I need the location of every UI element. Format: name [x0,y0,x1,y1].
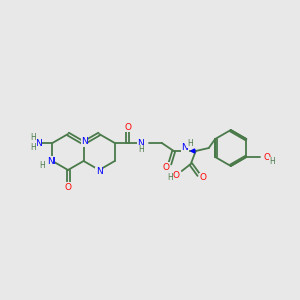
Text: O: O [162,163,169,172]
Polygon shape [191,149,195,153]
Text: H: H [31,134,36,142]
Text: O: O [264,152,271,161]
Text: N: N [182,143,188,152]
Text: H: H [269,158,275,166]
Text: O: O [124,122,131,131]
Text: N: N [35,139,42,148]
Text: N: N [137,139,144,148]
Text: H: H [187,139,193,148]
Text: H: H [31,143,36,152]
Text: H: H [167,173,172,182]
Text: O: O [199,173,206,182]
Text: H: H [138,146,144,154]
Text: O: O [172,170,179,179]
Text: N: N [96,167,103,176]
Text: N: N [47,157,54,166]
Text: N: N [81,137,88,146]
Text: N: N [48,158,55,166]
Text: O: O [64,182,71,191]
Text: H: H [40,161,45,170]
